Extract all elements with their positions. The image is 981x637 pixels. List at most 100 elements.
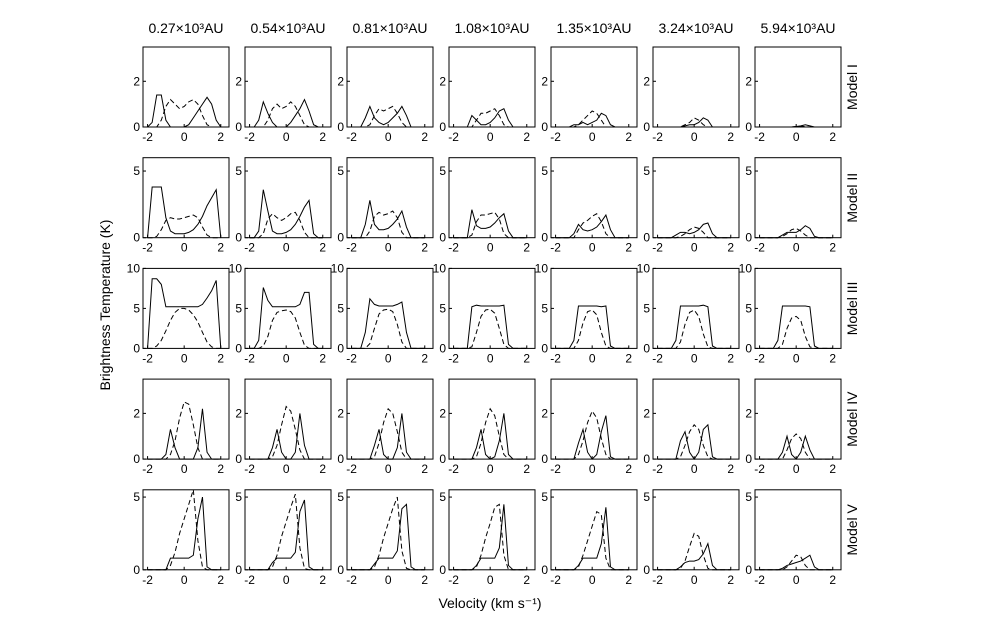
x-tick-label: -2: [142, 130, 153, 144]
x-tick-label: 0: [181, 351, 188, 365]
y-tick-label: 0: [541, 341, 548, 355]
plot-frame: [448, 489, 536, 571]
line-series: [555, 110, 629, 128]
x-tick-label: -2: [244, 573, 255, 587]
y-tick-label: 0: [643, 120, 650, 134]
x-tick-label: 0: [793, 130, 800, 144]
y-tick-label: 2: [439, 406, 446, 420]
x-tick-label: 0: [793, 351, 800, 365]
x-tick-label: 0: [589, 462, 596, 476]
y-tick-label: 0: [439, 452, 446, 466]
y-tick-label: 10: [127, 261, 141, 275]
line-series: [249, 405, 323, 460]
x-tick-label: 0: [283, 130, 290, 144]
plot-frame: [550, 378, 638, 460]
x-tick-label: 2: [625, 351, 632, 365]
y-tick-label: 5: [235, 490, 242, 504]
x-tick-label: 2: [829, 130, 836, 144]
x-tick-label: 0: [385, 573, 392, 587]
line-series: [657, 542, 731, 571]
line-series: [657, 424, 731, 460]
x-tick-label: 0: [385, 462, 392, 476]
x-tick-label: 2: [319, 351, 326, 365]
y-tick-label: 10: [433, 261, 447, 275]
y-tick-label: 2: [337, 74, 344, 88]
column-title: 0.54×10³AU: [250, 20, 325, 36]
x-tick-label: -2: [550, 241, 561, 255]
column-title: 0.27×10³AU: [148, 20, 223, 36]
x-tick-label: 2: [421, 351, 428, 365]
line-series: [453, 304, 527, 349]
line-series: [759, 305, 833, 349]
y-tick-label: 0: [439, 341, 446, 355]
y-tick-label: 2: [643, 406, 650, 420]
x-tick-label: -2: [346, 351, 357, 365]
y-tick-label: 5: [337, 490, 344, 504]
y-tick-label: 0: [541, 120, 548, 134]
line-series: [453, 504, 527, 571]
x-tick-label: 0: [691, 241, 698, 255]
y-tick-label: 2: [439, 74, 446, 88]
x-tick-label: 0: [181, 573, 188, 587]
plot-frame: [652, 157, 740, 239]
y-tick-label: 5: [745, 164, 752, 178]
x-tick-label: -2: [652, 241, 663, 255]
x-tick-label: 2: [319, 241, 326, 255]
line-series: [555, 410, 629, 460]
y-tick-label: 5: [439, 490, 446, 504]
y-tick-label: 0: [133, 120, 140, 134]
line-series: [147, 214, 221, 239]
y-tick-label: 2: [235, 74, 242, 88]
line-series: [351, 200, 425, 239]
x-tick-label: 0: [691, 462, 698, 476]
y-tick-label: 5: [235, 164, 242, 178]
y-tick-label: 0: [745, 563, 752, 577]
x-tick-label: -2: [754, 241, 765, 255]
line-series: [759, 434, 833, 460]
x-tick-label: 0: [181, 462, 188, 476]
x-tick-label: 0: [283, 241, 290, 255]
plot-frame: [244, 46, 332, 128]
plot-frame: [346, 46, 434, 128]
line-series: [351, 105, 425, 128]
x-tick-label: 2: [319, 130, 326, 144]
line-series: [453, 413, 527, 460]
x-tick-label: 2: [421, 462, 428, 476]
x-tick-label: 2: [217, 462, 224, 476]
line-series: [555, 510, 629, 571]
y-tick-label: 5: [541, 164, 548, 178]
x-tick-label: -2: [754, 462, 765, 476]
y-tick-label: 10: [637, 261, 651, 275]
y-tick-label: 5: [337, 301, 344, 315]
y-tick-label: 0: [745, 452, 752, 466]
column-title: 0.81×10³AU: [352, 20, 427, 36]
y-tick-label: 0: [745, 231, 752, 245]
y-tick-label: 0: [235, 120, 242, 134]
line-series: [249, 287, 323, 349]
x-tick-label: 2: [523, 351, 530, 365]
line-series: [351, 503, 425, 571]
row-label: Model III: [844, 282, 860, 336]
y-tick-label: 5: [541, 301, 548, 315]
line-series: [249, 189, 323, 239]
x-tick-label: -2: [448, 241, 459, 255]
x-tick-label: 2: [625, 241, 632, 255]
plot-frame: [448, 378, 536, 460]
x-tick-label: 2: [727, 462, 734, 476]
line-series: [555, 213, 629, 239]
y-tick-label: 0: [337, 563, 344, 577]
x-tick-label: -2: [550, 462, 561, 476]
plot-frame: [754, 46, 842, 128]
line-series: [249, 413, 323, 460]
x-tick-label: 0: [181, 130, 188, 144]
x-tick-label: 2: [217, 241, 224, 255]
line-series: [147, 496, 221, 571]
line-series: [351, 210, 425, 239]
line-series: [657, 532, 731, 571]
x-tick-label: 0: [487, 130, 494, 144]
y-tick-label: 0: [745, 341, 752, 355]
y-tick-label: 0: [541, 452, 548, 466]
plot-frame: [142, 489, 230, 571]
y-tick-label: 0: [643, 563, 650, 577]
x-tick-label: -2: [244, 351, 255, 365]
